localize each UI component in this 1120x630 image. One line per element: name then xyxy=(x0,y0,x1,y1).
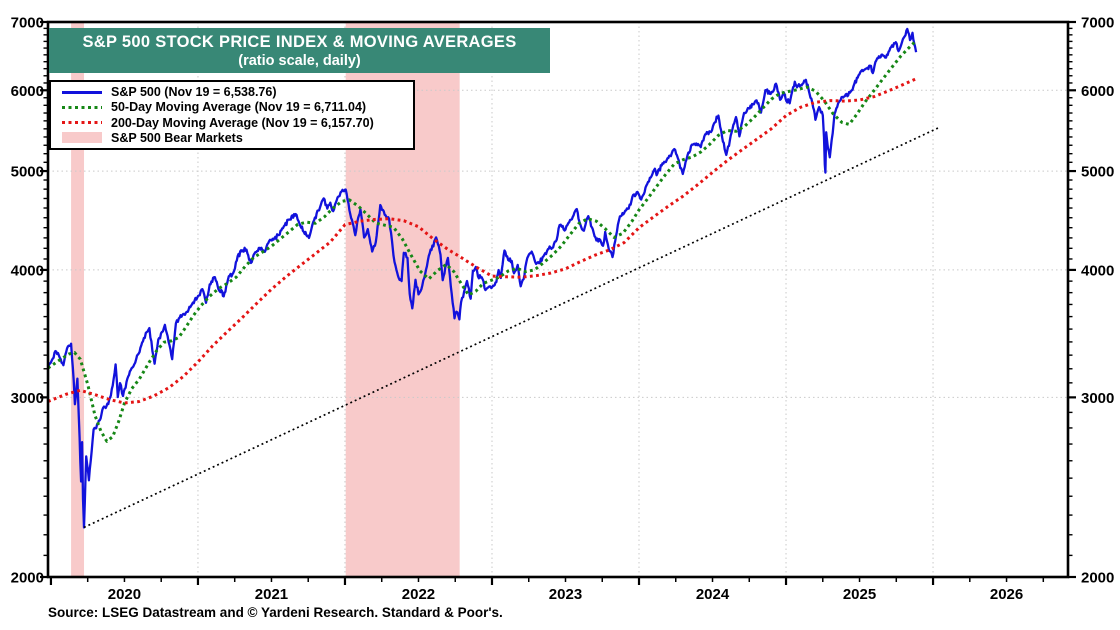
x-axis-label: 2025 xyxy=(843,586,876,603)
y-axis-label-right: 2000 xyxy=(1081,570,1114,587)
legend-item-ma50: 50-Day Moving Average (Nov 19 = 6,711.04… xyxy=(51,100,413,114)
source-note: Source: LSEG Datastream and © Yardeni Re… xyxy=(48,605,503,620)
chart-title: S&P 500 STOCK PRICE INDEX & MOVING AVERA… xyxy=(82,32,517,51)
legend-label-ma50: 50-Day Moving Average (Nov 19 = 6,711.04… xyxy=(111,100,367,115)
legend: S&P 500 (Nov 19 = 6,538.76) 50-Day Movin… xyxy=(49,80,415,150)
y-axis-label-left: 7000 xyxy=(11,15,44,32)
series-sp500 xyxy=(48,27,918,529)
axis-labels: 2000 2000 3000 3000 4000 4000 5000 5000 6000 6000… xyxy=(11,15,1115,604)
chart-title-box: S&P 500 STOCK PRICE INDEX & MOVING AVERA… xyxy=(49,28,550,73)
series-ma50 xyxy=(48,39,918,443)
y-axis-label-left: 2000 xyxy=(11,570,44,587)
y-axis-label-right: 7000 xyxy=(1081,15,1114,32)
y-axis-label-left: 4000 xyxy=(11,262,44,279)
plot-border xyxy=(46,20,1070,579)
x-axis-label: 2024 xyxy=(696,586,730,603)
y-axis-label-right: 5000 xyxy=(1081,164,1114,181)
legend-item-sp500: S&P 500 (Nov 19 = 6,538.76) xyxy=(51,85,413,99)
x-axis-label: 2022 xyxy=(402,586,435,603)
series-trend xyxy=(83,126,940,529)
x-axis-label: 2021 xyxy=(255,586,288,603)
ma50-line-swatch-icon xyxy=(62,105,102,109)
series xyxy=(48,27,940,529)
series-ma200 xyxy=(48,77,917,405)
y-axis-label-right: 4000 xyxy=(1081,262,1114,279)
y-axis-label-left: 5000 xyxy=(11,164,44,181)
y-axis-label-left: 3000 xyxy=(11,390,44,407)
bear-market-2020 xyxy=(71,23,85,577)
legend-item-ma200: 200-Day Moving Average (Nov 19 = 6,157.7… xyxy=(51,116,413,130)
y-axis-label-left: 6000 xyxy=(11,83,44,100)
y-axis-label-right: 6000 xyxy=(1081,83,1114,100)
legend-label-ma200: 200-Day Moving Average (Nov 19 = 6,157.7… xyxy=(111,115,374,130)
sp500-line-swatch-icon xyxy=(62,90,102,94)
legend-label-sp500: S&P 500 (Nov 19 = 6,538.76) xyxy=(111,85,277,100)
legend-item-bear-markets: S&P 500 Bear Markets xyxy=(51,131,413,145)
x-axis-label: 2023 xyxy=(549,586,582,603)
legend-label-bear-markets: S&P 500 Bear Markets xyxy=(111,130,243,145)
x-axis-label: 2026 xyxy=(990,586,1023,603)
bear-market-swatch-icon xyxy=(62,132,102,144)
chart-subtitle: (ratio scale, daily) xyxy=(238,52,361,69)
x-axis-label: 2020 xyxy=(108,586,141,603)
y-axis-label-right: 3000 xyxy=(1081,390,1114,407)
gridlines xyxy=(48,22,1068,577)
ma200-line-swatch-icon xyxy=(62,121,102,125)
